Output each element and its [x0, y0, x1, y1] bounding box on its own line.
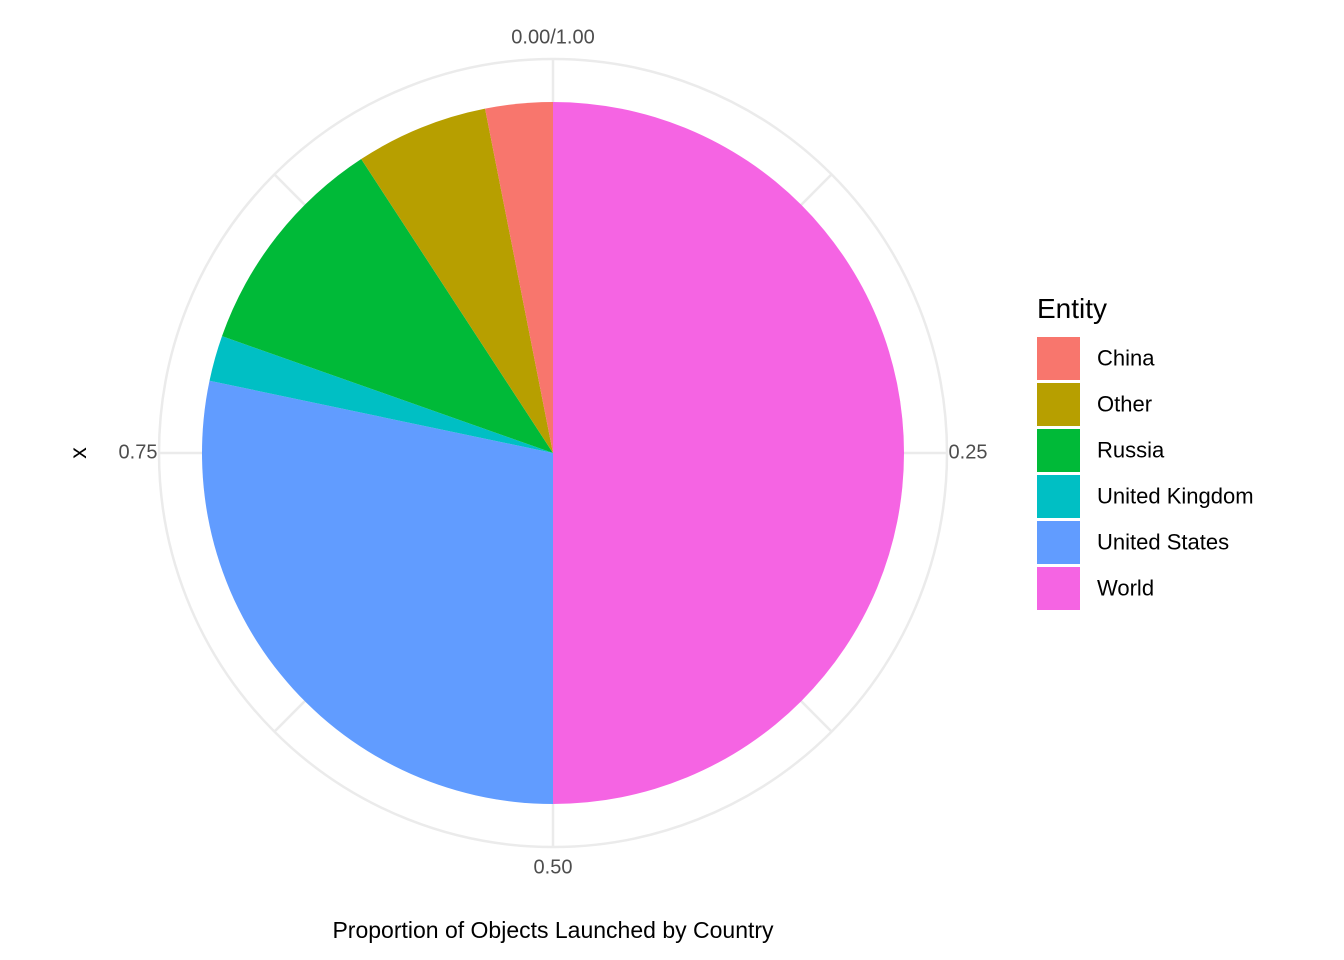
angle-tick-labels: 0.00/1.00 0.25 0.50 0.75: [119, 26, 988, 878]
legend-swatch: [1037, 567, 1080, 610]
legend-swatch: [1037, 475, 1080, 518]
pie-slice-world: [553, 102, 904, 804]
legend-swatch: [1037, 383, 1080, 426]
legend-title: Entity: [1037, 293, 1107, 324]
legend-label: World: [1097, 575, 1154, 600]
grid-spoke: [798, 698, 833, 733]
tick-label: 0.50: [534, 856, 573, 878]
grid-spoke: [273, 698, 308, 733]
legend-label: United States: [1097, 529, 1229, 554]
legend-label: Other: [1097, 391, 1152, 416]
polar-grid: [157, 57, 949, 849]
x-axis-title: Proportion of Objects Launched by Countr…: [332, 917, 774, 943]
tick-label: 0.75: [119, 441, 158, 463]
legend-label: Russia: [1097, 437, 1165, 462]
pie-slice-china: [485, 102, 553, 453]
grid-spoke: [273, 173, 308, 208]
legend-label: United Kingdom: [1097, 483, 1254, 508]
legend-items: China Other Russia United Kingdom United Sta…: [1037, 337, 1254, 610]
tick-label: 0.25: [949, 441, 988, 463]
pie-slice-other: [361, 108, 553, 453]
legend-label: China: [1097, 345, 1155, 370]
tick-label: 0.00/1.00: [511, 26, 594, 48]
legend-swatch: [1037, 521, 1080, 564]
pie-slice-united-kingdom: [209, 336, 553, 453]
pie-slices: [201, 102, 904, 804]
legend-swatch: [1037, 337, 1080, 380]
legend: Entity China Other Russia United Kingdom Uni…: [1037, 293, 1254, 610]
legend-swatch: [1037, 429, 1080, 472]
pie-slice-russia: [222, 159, 553, 454]
grid-spoke: [798, 173, 833, 208]
pie-slice-united-states: [201, 380, 554, 804]
y-axis-title: x: [65, 447, 91, 459]
